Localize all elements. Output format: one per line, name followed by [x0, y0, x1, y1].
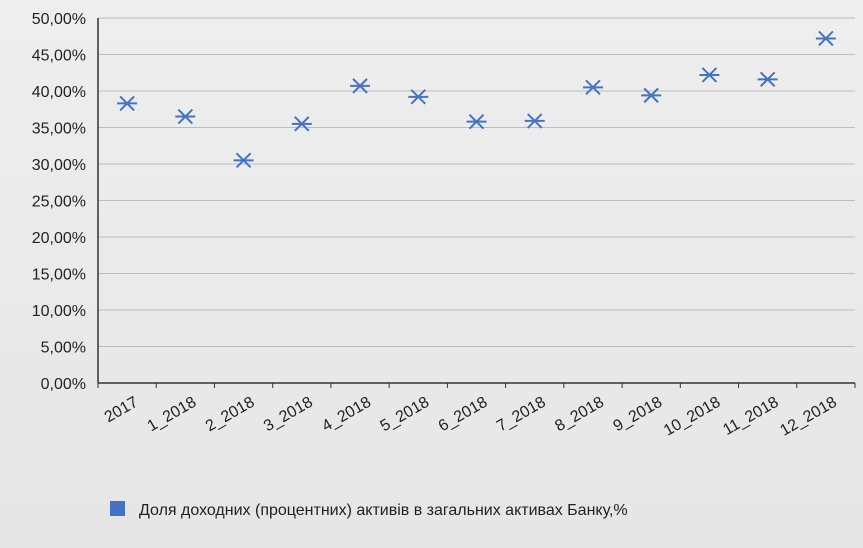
data-point: [699, 67, 720, 83]
y-axis-ticks: 0,00% 5,00% 10,00% 15,00% 20,00% 25,00% 30,00%…: [32, 11, 86, 393]
x-tick-label: 2017: [102, 394, 141, 427]
y-tick-label: 50,00%: [32, 11, 86, 28]
data-point: [350, 78, 371, 94]
data-point: [117, 95, 138, 112]
data-point: [815, 30, 836, 47]
axes: [97, 18, 856, 388]
data-point: [524, 113, 545, 129]
x-tick-label: 5_2018: [378, 394, 433, 435]
y-tick-label: 30,00%: [32, 157, 86, 174]
legend-swatch: [110, 501, 125, 516]
x-tick-label: 7_2018: [494, 394, 549, 435]
x-tick-label: 6_2018: [436, 394, 491, 435]
data-point: [291, 116, 312, 132]
y-tick-label: 0,00%: [41, 376, 86, 393]
data-points: [117, 30, 836, 169]
data-point: [408, 89, 429, 105]
y-tick-label: 5,00%: [41, 340, 86, 357]
data-point: [233, 152, 254, 169]
legend: Доля доходних (процентних) активів в заг…: [110, 501, 628, 519]
y-tick-label: 10,00%: [32, 303, 86, 320]
y-tick-label: 35,00%: [32, 121, 86, 138]
y-tick-label: 45,00%: [32, 48, 86, 65]
x-tick-label: 9_2018: [610, 394, 665, 435]
x-tick-label: 4_2018: [319, 394, 374, 435]
x-tick-label: 1_2018: [145, 394, 200, 435]
data-point: [757, 71, 778, 88]
y-tick-label: 15,00%: [32, 267, 86, 284]
y-tick-label: 40,00%: [32, 84, 86, 101]
legend-label: Доля доходних (процентних) активів в заг…: [139, 502, 628, 519]
x-tick-label: 11_2018: [720, 394, 782, 439]
data-point: [175, 108, 196, 125]
y-tick-label: 20,00%: [32, 230, 86, 247]
y-tick-label: 25,00%: [32, 194, 86, 211]
x-tick-label: 8_2018: [552, 394, 607, 435]
data-point: [641, 87, 662, 104]
x-tick-label: 3_2018: [261, 394, 316, 435]
x-tick-label: 10_2018: [661, 394, 724, 440]
gridlines: [98, 17, 855, 347]
x-tick-label: 12_2018: [777, 394, 840, 440]
data-point: [466, 113, 487, 130]
data-point: [582, 79, 603, 96]
x-axis-ticks: 2017 1_2018 2_2018 3_2018 4_2018 5_2018 6_2018…: [102, 394, 840, 440]
x-tick-label: 2_2018: [203, 394, 258, 435]
